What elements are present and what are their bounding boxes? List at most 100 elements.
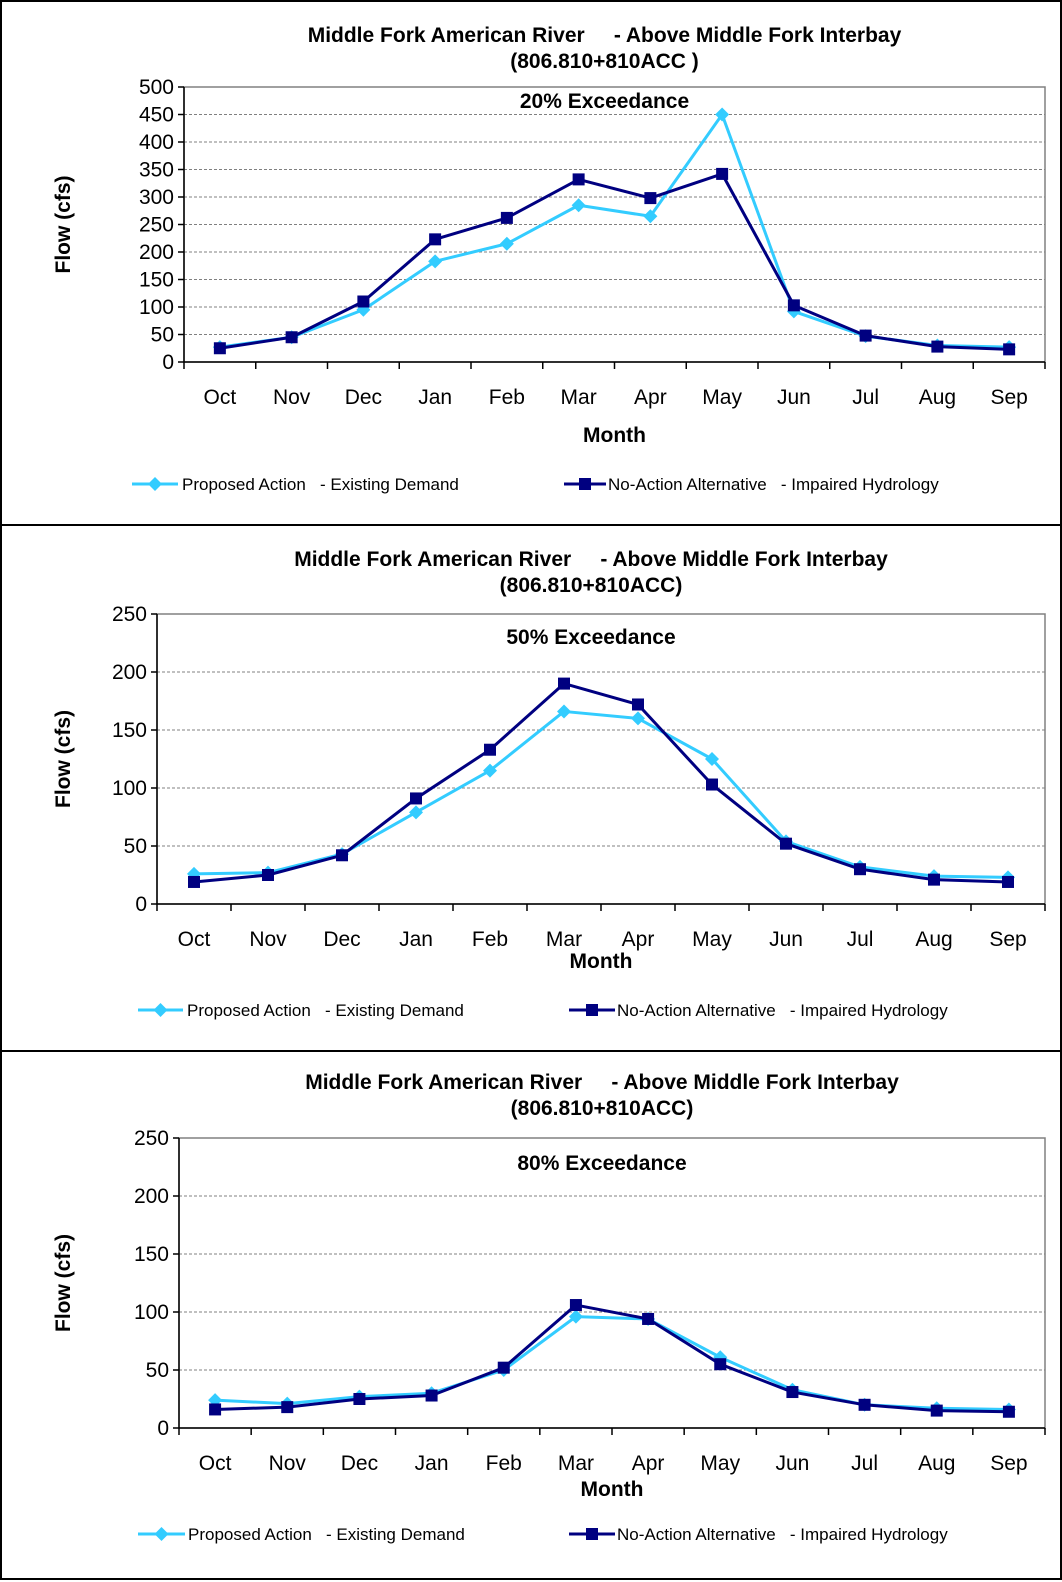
- data-point: [631, 711, 645, 726]
- x-tick-label: Nov: [269, 1452, 307, 1475]
- y-tick-label: 100: [112, 777, 147, 800]
- y-tick-label: 50: [124, 835, 147, 858]
- data-point: [858, 1398, 871, 1411]
- data-point: [931, 340, 944, 353]
- y-tick-label: 50: [146, 1359, 169, 1382]
- data-point: [787, 299, 800, 312]
- x-tick-label: Mar: [558, 1452, 594, 1475]
- y-tick-label: 250: [134, 1127, 169, 1150]
- data-point: [1002, 875, 1014, 888]
- chart-subtitle: (806.810+810ACC): [500, 574, 683, 597]
- x-tick-label: May: [702, 386, 742, 409]
- data-point: [716, 167, 729, 180]
- plot-area: [156, 613, 1046, 905]
- data-point: [569, 1299, 582, 1312]
- x-tick-label: Sep: [990, 386, 1027, 409]
- chart-subtitle: (806.810+810ACC ): [510, 50, 699, 73]
- x-axis-label: Month: [583, 424, 646, 447]
- y-tick-label: 200: [139, 241, 174, 264]
- x-tick-label: Jun: [775, 1452, 809, 1475]
- legend-swatch-marker: [586, 1004, 598, 1016]
- data-point: [357, 295, 370, 308]
- data-point: [643, 209, 658, 224]
- x-tick-label: Sep: [989, 928, 1026, 951]
- y-tick-label: 500: [139, 76, 174, 99]
- data-point: [930, 1404, 943, 1417]
- data-point: [428, 254, 443, 269]
- y-tick-label: 200: [112, 661, 147, 684]
- data-point: [483, 763, 497, 778]
- data-point: [1002, 1405, 1015, 1418]
- chart-panel-50pct: Middle Fork American River - Above Middl…: [0, 524, 1062, 1052]
- data-point: [928, 873, 940, 886]
- exceedance-label: 50% Exceedance: [506, 626, 675, 649]
- exceedance-label: 20% Exceedance: [520, 90, 689, 113]
- data-point: [188, 875, 200, 888]
- y-tick-label: 0: [157, 1417, 169, 1440]
- data-point: [500, 211, 513, 224]
- x-tick-label: Jan: [415, 1452, 449, 1475]
- x-tick-label: Apr: [622, 928, 655, 951]
- data-point: [571, 198, 586, 213]
- x-tick-label: Aug: [919, 386, 956, 409]
- data-point: [705, 752, 719, 766]
- data-point: [780, 837, 792, 850]
- legend-label: Proposed Action - Existing Demand: [188, 1525, 465, 1544]
- data-point: [499, 236, 514, 251]
- legend-label: Proposed Action - Existing Demand: [187, 1001, 464, 1020]
- series-line-no-action: [193, 682, 1009, 884]
- x-tick-label: Dec: [341, 1452, 378, 1475]
- data-point: [644, 192, 657, 205]
- series-line-no-action: [215, 1303, 1009, 1414]
- x-tick-label: Jul: [852, 386, 879, 409]
- data-point: [572, 173, 585, 186]
- chart-svg: Middle Fork American River - Above Middl…: [52, 1071, 1046, 1544]
- y-axis-label: Flow (cfs): [52, 710, 75, 808]
- data-point: [1003, 343, 1016, 356]
- y-tick-label: 200: [134, 1185, 169, 1208]
- data-point: [336, 849, 348, 862]
- data-point: [632, 698, 644, 711]
- data-point: [859, 329, 872, 342]
- plot-area: [178, 1137, 1046, 1429]
- data-point: [409, 805, 423, 820]
- series-line-no-action: [219, 172, 1010, 351]
- y-tick-label: 450: [139, 104, 174, 127]
- data-point: [425, 1389, 438, 1402]
- x-tick-label: Jun: [769, 928, 803, 951]
- x-tick-label: Oct: [204, 386, 237, 409]
- data-point: [714, 1358, 727, 1371]
- x-tick-label: Oct: [199, 1452, 232, 1475]
- data-point: [497, 1361, 510, 1374]
- chart-title: Middle Fork American River - Above Middl…: [305, 1071, 899, 1094]
- y-tick-label: 50: [151, 324, 174, 347]
- x-axis-label: Month: [581, 1478, 644, 1501]
- chart-panel-80pct: Middle Fork American River - Above Middl…: [0, 1050, 1062, 1580]
- data-point: [262, 869, 274, 881]
- data-point: [786, 1386, 799, 1399]
- x-tick-label: Apr: [634, 386, 667, 409]
- data-point: [568, 1309, 583, 1324]
- legend-label: No-Action Alternative - Impaired Hydrolo…: [617, 1525, 948, 1544]
- y-tick-label: 150: [139, 269, 174, 292]
- chart-svg: Middle Fork American River - Above Middl…: [52, 548, 1046, 1020]
- legend-swatch-marker: [153, 1003, 168, 1017]
- data-point: [285, 331, 298, 344]
- x-tick-label: May: [692, 928, 732, 951]
- y-tick-label: 0: [135, 893, 147, 916]
- data-point: [213, 342, 226, 355]
- x-tick-label: Apr: [632, 1452, 665, 1475]
- legend-swatch-marker: [148, 477, 162, 491]
- x-tick-label: May: [700, 1452, 740, 1475]
- legend-swatch-marker: [586, 1528, 598, 1540]
- data-point: [484, 743, 496, 756]
- legend-label: No-Action Alternative - Impaired Hydrolo…: [617, 1001, 948, 1020]
- x-tick-label: Feb: [489, 386, 525, 409]
- x-tick-label: Jul: [847, 928, 874, 951]
- x-tick-label: Jan: [399, 928, 433, 951]
- x-tick-label: Jul: [851, 1452, 878, 1475]
- data-point: [715, 107, 730, 122]
- x-tick-label: Mar: [561, 386, 597, 409]
- data-point: [642, 1312, 655, 1325]
